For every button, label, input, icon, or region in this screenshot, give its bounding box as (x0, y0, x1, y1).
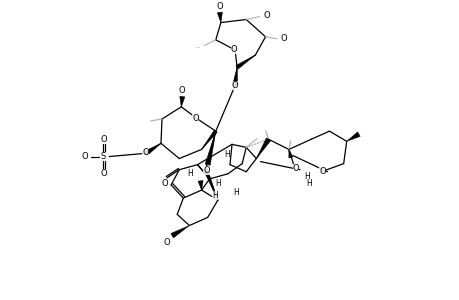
Polygon shape (235, 55, 255, 69)
Text: O: O (216, 2, 223, 11)
Text: O: O (263, 11, 269, 20)
Text: H: H (306, 179, 311, 188)
Text: O: O (162, 179, 168, 188)
Text: O: O (142, 148, 149, 157)
Text: O: O (192, 115, 198, 124)
Polygon shape (346, 132, 359, 141)
Text: O: O (163, 238, 170, 247)
Text: ···: ··· (194, 45, 201, 51)
Text: O: O (280, 34, 286, 43)
Polygon shape (198, 181, 203, 190)
Polygon shape (203, 169, 218, 200)
Text: O: O (203, 166, 209, 175)
Polygon shape (144, 143, 161, 156)
Polygon shape (288, 149, 292, 158)
Text: H: H (187, 169, 193, 178)
Text: H: H (212, 190, 217, 200)
Text: O: O (230, 46, 237, 55)
Polygon shape (170, 226, 189, 238)
Text: H: H (233, 188, 238, 196)
Polygon shape (205, 131, 215, 165)
Polygon shape (201, 130, 217, 149)
Text: H: H (214, 179, 220, 188)
Polygon shape (232, 67, 237, 86)
Text: O: O (101, 169, 107, 178)
Text: S: S (101, 152, 106, 161)
Text: O: O (319, 167, 325, 176)
Polygon shape (256, 138, 270, 159)
Text: O: O (231, 81, 238, 90)
Text: O: O (179, 86, 185, 95)
Text: H: H (224, 150, 230, 159)
Text: O: O (101, 135, 107, 144)
Text: O: O (81, 152, 88, 161)
Text: H: H (303, 172, 309, 181)
Polygon shape (217, 12, 222, 22)
Text: O: O (292, 164, 299, 173)
Polygon shape (179, 96, 185, 107)
